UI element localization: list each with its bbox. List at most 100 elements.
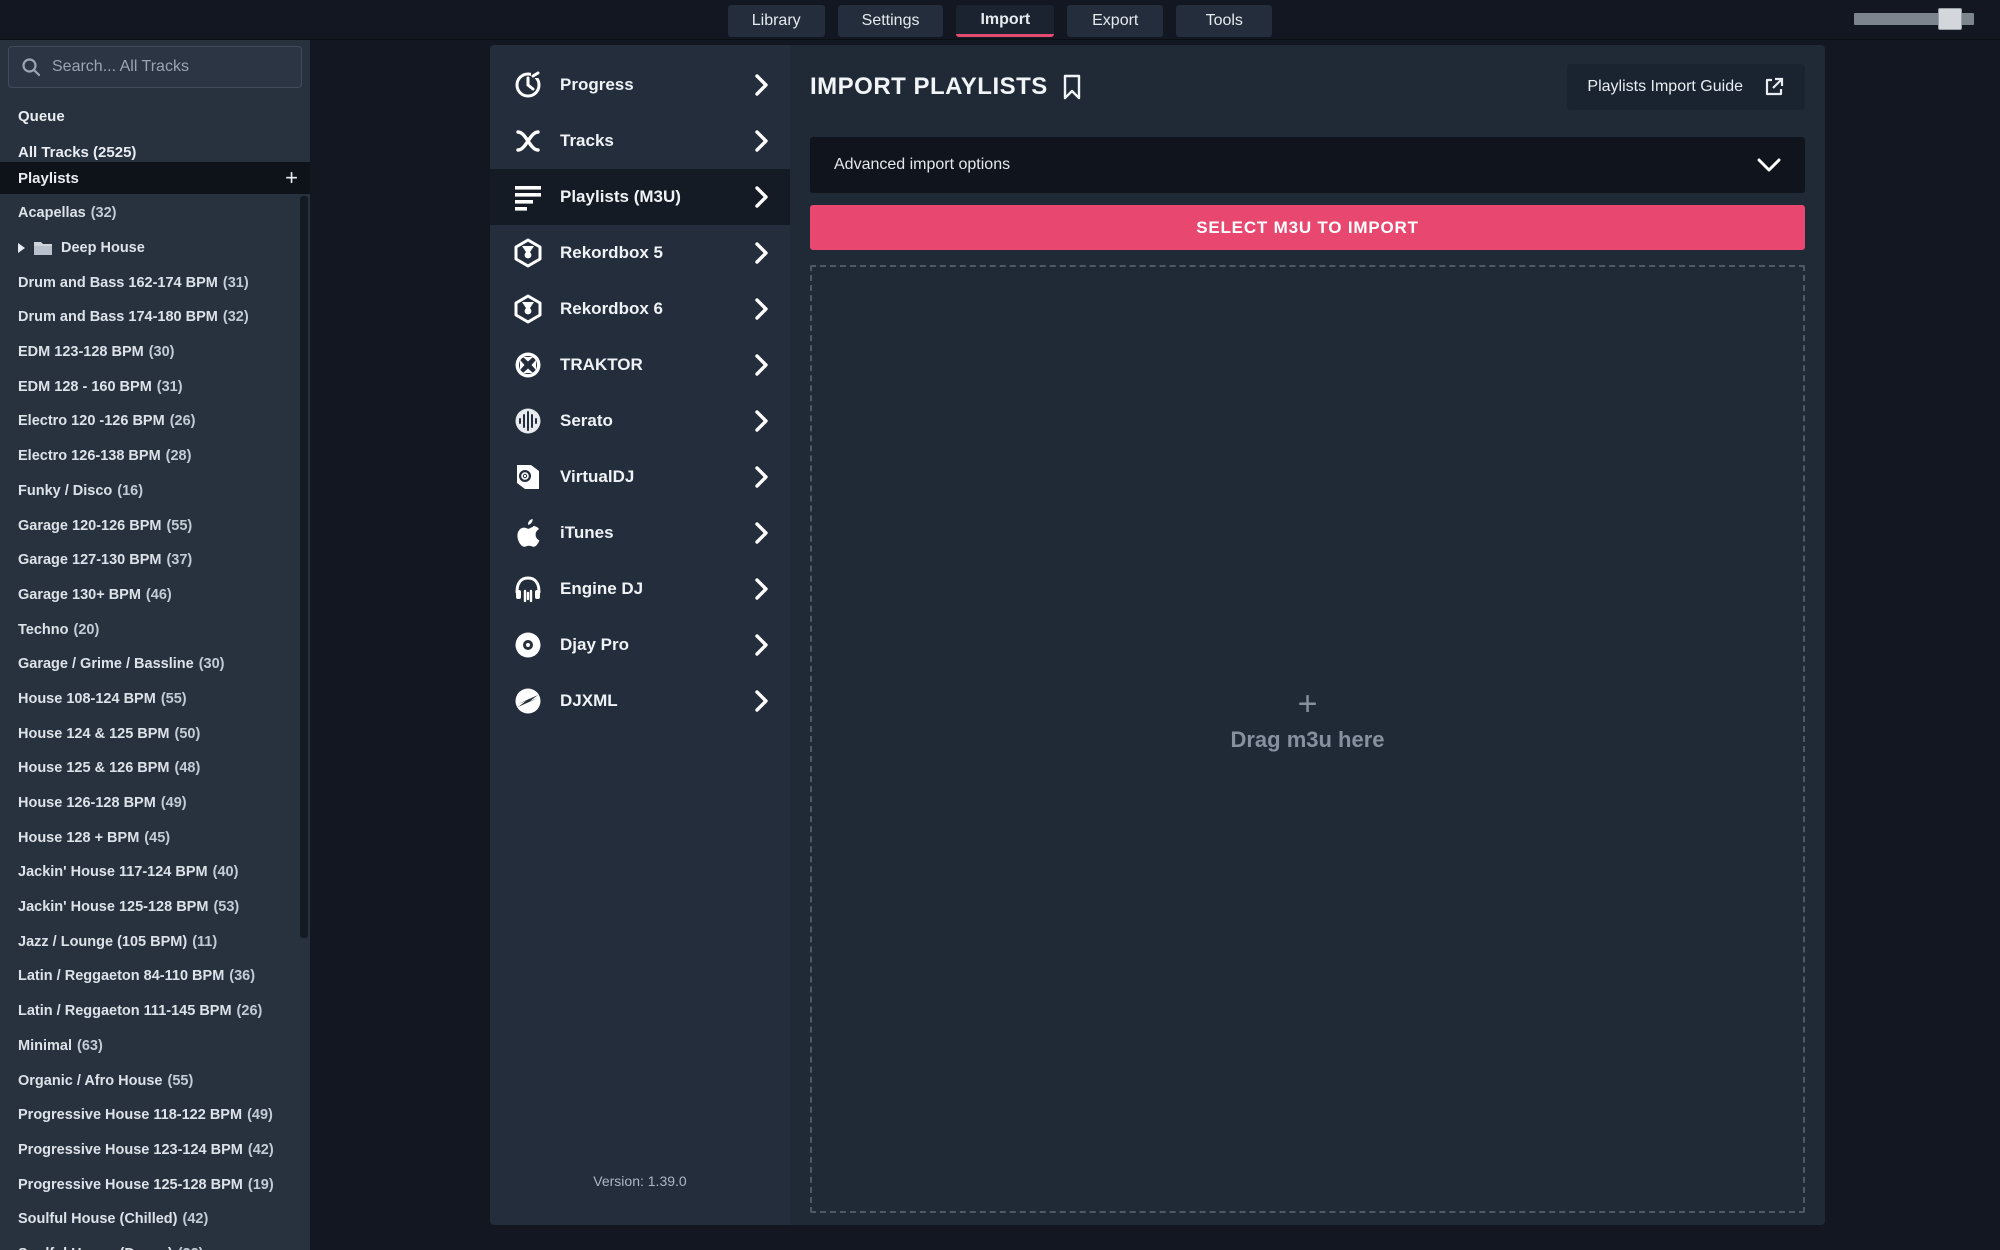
plus-icon: +: [1297, 685, 1318, 723]
import-source-label: VirtualDJ: [560, 467, 635, 486]
playlist-folder[interactable]: Deep House: [0, 231, 310, 266]
playlist-name: House 125 & 126 BPM: [18, 760, 170, 777]
playlist-count: (19): [247, 1176, 274, 1193]
playlist-count: (31): [156, 378, 183, 395]
sidebar-scrollbar[interactable]: [300, 196, 308, 938]
sidebar-item-queue[interactable]: Queue: [18, 107, 65, 125]
playlist-item[interactable]: Soulful House (Chilled) (42): [0, 1202, 310, 1237]
playlist-item[interactable]: Techno (20): [0, 612, 310, 647]
playlist-item[interactable]: Progressive House 125-128 BPM (19): [0, 1167, 310, 1202]
playlist-item[interactable]: Garage 130+ BPM (46): [0, 578, 310, 613]
playlist-item[interactable]: House 124 & 125 BPM (50): [0, 716, 310, 751]
import-source-label: iTunes: [560, 523, 614, 542]
playlist-name: Electro 126-138 BPM: [18, 448, 161, 465]
playlist-count: (48): [174, 760, 201, 777]
chevron-right-icon: [755, 354, 768, 376]
serato-icon: [512, 406, 544, 436]
playlist-item[interactable]: Latin / Reggaeton 84-110 BPM (36): [0, 959, 310, 994]
import-source-label: Playlists (M3U): [560, 187, 681, 206]
import-source-progress[interactable]: Progress: [490, 57, 790, 113]
tab-import[interactable]: Import: [956, 5, 1055, 37]
import-source-label: DJXML: [560, 691, 618, 710]
caret-right-icon[interactable]: [18, 243, 25, 254]
chevron-right-icon: [755, 74, 768, 96]
sidebar-item-all-tracks[interactable]: All Tracks (2525): [18, 143, 137, 161]
clock-icon: [512, 70, 544, 100]
playlist-name: Progressive House 123-124 BPM: [18, 1141, 243, 1158]
playlist-item[interactable]: House 108-124 BPM (55): [0, 682, 310, 717]
playlist-item[interactable]: Garage 120-126 BPM (55): [0, 508, 310, 543]
playlist-item[interactable]: House 125 & 126 BPM (48): [0, 751, 310, 786]
import-source-rekordbox-5[interactable]: Rekordbox 5: [490, 225, 790, 281]
import-source-tracks[interactable]: Tracks: [490, 113, 790, 169]
chevron-right-icon: [755, 130, 768, 152]
playlist-item[interactable]: Progressive House 123-124 BPM (42): [0, 1133, 310, 1168]
tab-tools[interactable]: Tools: [1176, 5, 1273, 37]
playlist-item[interactable]: House 126-128 BPM (49): [0, 786, 310, 821]
import-source-label: Djay Pro: [560, 635, 629, 654]
drop-zone-label: Drag m3u here: [1230, 727, 1385, 752]
top-bar: Library Settings Import Export Tools: [0, 0, 2000, 40]
tab-settings[interactable]: Settings: [837, 5, 944, 37]
playlists-import-guide-button[interactable]: Playlists Import Guide: [1567, 64, 1805, 110]
zoom-slider-handle[interactable]: [1938, 8, 1962, 30]
playlist-item[interactable]: Electro 126-138 BPM (28): [0, 439, 310, 474]
playlist-count: (42): [247, 1141, 274, 1158]
search-input[interactable]: Search... All Tracks: [8, 46, 302, 88]
playlist-item[interactable]: Garage / Grime / Bassline (30): [0, 647, 310, 682]
playlist-item[interactable]: Jazz / Lounge (105 BPM) (11): [0, 924, 310, 959]
import-source-djxml[interactable]: DJXML: [490, 673, 790, 729]
playlist-count: (40): [212, 864, 239, 881]
playlist-item[interactable]: EDM 123-128 BPM (30): [0, 335, 310, 370]
chevron-right-icon: [755, 410, 768, 432]
playlist-item[interactable]: Electro 120 -126 BPM (26): [0, 404, 310, 439]
external-link-icon: [1765, 77, 1784, 96]
version-label: Version: 1.39.0: [593, 1173, 687, 1189]
playlist-item[interactable]: Progressive House 118-122 BPM (49): [0, 1098, 310, 1133]
add-playlist-button[interactable]: +: [285, 165, 298, 190]
playlist-name: Garage 120-126 BPM: [18, 517, 162, 534]
chevron-right-icon: [755, 578, 768, 600]
playlist-item[interactable]: Funky / Disco (16): [0, 474, 310, 509]
import-source-engine-dj[interactable]: Engine DJ: [490, 561, 790, 617]
playlist-item[interactable]: Garage 127-130 BPM (37): [0, 543, 310, 578]
playlist-item[interactable]: Drum and Bass 162-174 BPM (31): [0, 265, 310, 300]
playlist-count: (55): [167, 1072, 194, 1089]
playlist-item[interactable]: Soulful House (Dance) (32): [0, 1237, 310, 1250]
m3u-drop-zone[interactable]: + Drag m3u here: [810, 265, 1805, 1213]
import-source-playlists-m3u[interactable]: Playlists (M3U): [490, 169, 790, 225]
select-m3u-to-import-button[interactable]: SELECT M3U TO IMPORT: [810, 205, 1805, 250]
playlist-name: Latin / Reggaeton 111-145 BPM: [18, 1003, 232, 1020]
import-source-serato[interactable]: Serato: [490, 393, 790, 449]
playlist-name: Minimal: [18, 1037, 72, 1054]
playlist-name: Soulful House (Chilled): [18, 1211, 178, 1228]
playlist-item[interactable]: Jackin' House 125-128 BPM (53): [0, 890, 310, 925]
playlist-item[interactable]: Jackin' House 117-124 BPM (40): [0, 855, 310, 890]
tab-library[interactable]: Library: [727, 5, 825, 37]
playlist-item[interactable]: Drum and Bass 174-180 BPM (32): [0, 300, 310, 335]
playlist-item[interactable]: EDM 128 - 160 BPM (31): [0, 369, 310, 404]
import-source-label: Serato: [560, 411, 613, 430]
bookmark-icon[interactable]: [1062, 74, 1082, 100]
playlist-item[interactable]: House 128 + BPM (45): [0, 820, 310, 855]
import-source-djay-pro[interactable]: Djay Pro: [490, 617, 790, 673]
search-icon: [22, 58, 41, 77]
playlist-item[interactable]: Latin / Reggaeton 111-145 BPM (26): [0, 994, 310, 1029]
import-source-virtualdj[interactable]: VirtualDJ: [490, 449, 790, 505]
playlist-count: (49): [247, 1107, 273, 1124]
advanced-import-options-toggle[interactable]: Advanced import options: [810, 137, 1805, 193]
tab-export[interactable]: Export: [1067, 5, 1164, 37]
import-source-traktor[interactable]: TRAKTOR: [490, 337, 790, 393]
playlist-name: Electro 120 -126 BPM: [18, 413, 165, 430]
zoom-slider[interactable]: [1854, 8, 1974, 30]
playlist-item[interactable]: Organic / Afro House (55): [0, 1063, 310, 1098]
playlist-count: (32): [178, 1246, 204, 1250]
playlist-name: Organic / Afro House: [18, 1072, 163, 1089]
playlist-name: Progressive House 118-122 BPM: [18, 1107, 243, 1124]
playlist-item[interactable]: Minimal (63): [0, 1029, 310, 1064]
playlist-count: (63): [76, 1037, 103, 1054]
playlist-count: (36): [229, 968, 256, 985]
import-source-itunes[interactable]: iTunes: [490, 505, 790, 561]
import-source-rekordbox-6[interactable]: Rekordbox 6: [490, 281, 790, 337]
playlist-item[interactable]: Acapellas (32): [0, 196, 310, 231]
